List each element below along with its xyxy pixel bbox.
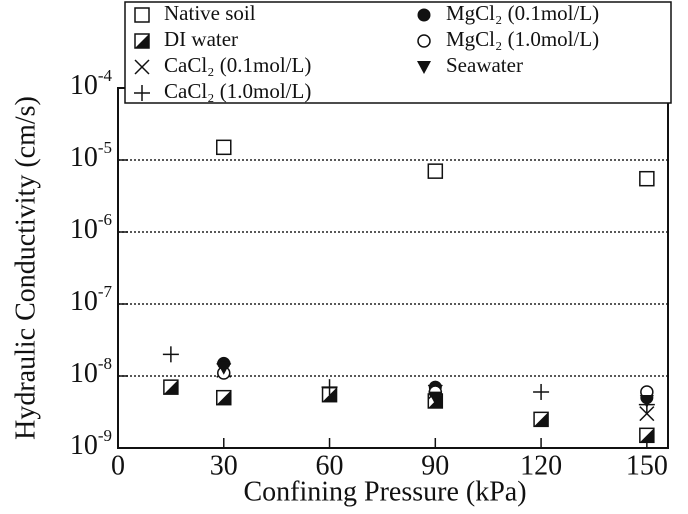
marker-part xyxy=(639,406,655,422)
marker-part xyxy=(639,170,655,187)
y-tick-label: 10-9 xyxy=(70,426,112,462)
y-tick-label: 10-4 xyxy=(70,66,113,102)
legend-label: Native soil xyxy=(164,1,256,25)
legend-label: MgCl₂ (0.1mol/L) xyxy=(446,1,599,25)
marker xyxy=(639,170,655,187)
marker xyxy=(134,85,150,101)
marker xyxy=(639,394,654,408)
marker xyxy=(163,379,179,395)
marker-part xyxy=(639,428,654,443)
marker xyxy=(134,7,150,23)
marker xyxy=(134,33,150,49)
marker xyxy=(417,8,431,22)
marker-part xyxy=(134,59,150,75)
marker xyxy=(216,389,232,406)
legend-label: MgCl₂ (1.0mol/L) xyxy=(446,27,599,51)
marker xyxy=(533,411,549,428)
y-tick-label: 10-7 xyxy=(70,282,113,318)
marker xyxy=(428,391,443,405)
marker-part xyxy=(134,7,150,23)
marker xyxy=(533,383,550,400)
legend-label: CaCl₂ (0.1mol/L) xyxy=(164,53,311,77)
x-tick-label: 150 xyxy=(626,450,668,481)
plot-frame xyxy=(117,87,669,449)
marker-part xyxy=(216,139,232,156)
y-tick-label: 10-8 xyxy=(70,354,112,390)
x-tick-label: 120 xyxy=(520,450,562,481)
marker xyxy=(639,427,655,444)
x-tick-label: 30 xyxy=(210,450,238,481)
marker-part xyxy=(135,34,149,48)
legend-label: CaCl₂ (1.0mol/L) xyxy=(164,79,311,103)
marker xyxy=(639,406,655,422)
marker-part xyxy=(417,8,431,22)
marker xyxy=(216,139,232,156)
marker-part xyxy=(417,34,431,48)
marker-part xyxy=(534,412,549,427)
marker-part xyxy=(163,380,178,395)
marker-part xyxy=(428,391,443,405)
marker-part xyxy=(639,394,654,408)
legend-label: DI water xyxy=(164,27,238,51)
x-tick-label: 60 xyxy=(316,450,344,481)
y-axis-title: Hydraulic Conductivity (cm/s) xyxy=(10,96,41,440)
x-tick-label: 0 xyxy=(111,450,125,481)
marker xyxy=(427,163,444,179)
legend-label: Seawater xyxy=(446,53,523,77)
marker-part xyxy=(216,361,231,375)
marker xyxy=(216,361,231,375)
marker xyxy=(417,61,431,74)
legend-box xyxy=(124,1,672,104)
x-tick-label: 90 xyxy=(421,450,449,481)
marker xyxy=(134,59,150,75)
marker-part xyxy=(417,61,431,74)
marker xyxy=(162,346,179,363)
marker xyxy=(417,34,431,48)
marker-part xyxy=(216,390,231,405)
y-tick-label: 10-5 xyxy=(70,138,112,174)
marker-part xyxy=(427,163,444,179)
x-axis-title: Confining Pressure (kPa) xyxy=(243,476,526,507)
y-tick-label: 10-6 xyxy=(70,210,112,246)
marker xyxy=(321,379,338,396)
